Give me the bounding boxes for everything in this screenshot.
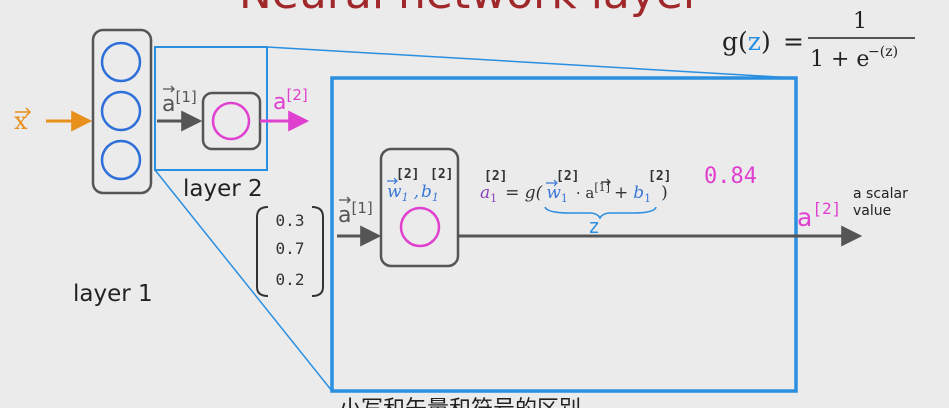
z-underbrace — [544, 206, 657, 220]
neuron-sup-b: [2] — [430, 167, 453, 182]
layer2-highlight — [154, 46, 268, 171]
layer1-box — [91, 28, 153, 195]
input-x-vector-arrow-icon — [15, 107, 32, 117]
formula-a: a — [480, 183, 490, 203]
a1-small-vector-icon — [163, 85, 175, 93]
layer2-label: layer 2 — [183, 176, 263, 202]
output-value: 0.84 — [704, 164, 757, 189]
formula: a1 = g(w1 · a[1] + b1) — [480, 181, 668, 205]
neuron-params: w1, b1 — [387, 182, 439, 204]
layer1-neuron — [100, 139, 142, 181]
title: Neural network layer — [239, 0, 702, 19]
a1-big-label: a[1] — [338, 199, 373, 228]
vector-bracket-left — [256, 206, 269, 297]
vector-entry: 0.2 — [276, 270, 305, 289]
output-a-label: a[2] — [797, 199, 841, 232]
svg-text:g(z): g(z) — [722, 27, 771, 56]
sigmoid-equals: = — [783, 27, 804, 56]
layer1-label: layer 1 — [73, 281, 153, 307]
formula-sup-b: [2] — [648, 169, 671, 184]
formula-sup-a: [2] — [484, 169, 507, 184]
projection-line-top — [266, 46, 797, 79]
neuron-box — [379, 147, 460, 268]
a1-big-vector-icon — [339, 196, 351, 204]
projection-line-bottom — [154, 169, 333, 392]
scalar-note-line-1: a scalar — [853, 186, 908, 202]
formula-w-vector-icon — [546, 179, 558, 187]
formula-sup-w: [2] — [556, 169, 579, 184]
sigmoid-close: ) — [761, 27, 771, 56]
a1-small-label: a[1] — [162, 88, 197, 117]
layer2-box — [201, 91, 262, 151]
sigmoid-formula: g(z) = 1 1 + e −(z) — [722, 9, 915, 72]
z-label: z — [588, 214, 600, 238]
scalar-note-line-2: value — [853, 203, 891, 219]
sigmoid-exponent: −(z) — [868, 44, 898, 60]
bottom-caption: 小写和矢量和符号的区别 — [339, 397, 581, 408]
formula-a-vector-icon — [601, 178, 611, 186]
neuron-w-vector-icon — [387, 177, 398, 185]
vector-bracket-right — [311, 206, 324, 297]
neuron-circle — [399, 206, 441, 248]
sigmoid-lhs: g( — [722, 27, 748, 56]
sigmoid-numerator: 1 — [853, 9, 867, 34]
input-x-label: x — [14, 107, 28, 135]
sigmoid-z: z — [748, 27, 761, 56]
layer1-neuron — [100, 41, 142, 83]
vector-entry: 0.3 — [276, 211, 305, 230]
sigmoid-denominator: 1 + e — [810, 47, 869, 72]
layer1-neuron — [100, 90, 142, 132]
a2-small-label: a[2] — [273, 86, 308, 115]
neuron-sup-w: [2] — [396, 167, 419, 182]
vector-entry: 0.7 — [276, 239, 305, 258]
layer2-neuron — [211, 101, 251, 141]
